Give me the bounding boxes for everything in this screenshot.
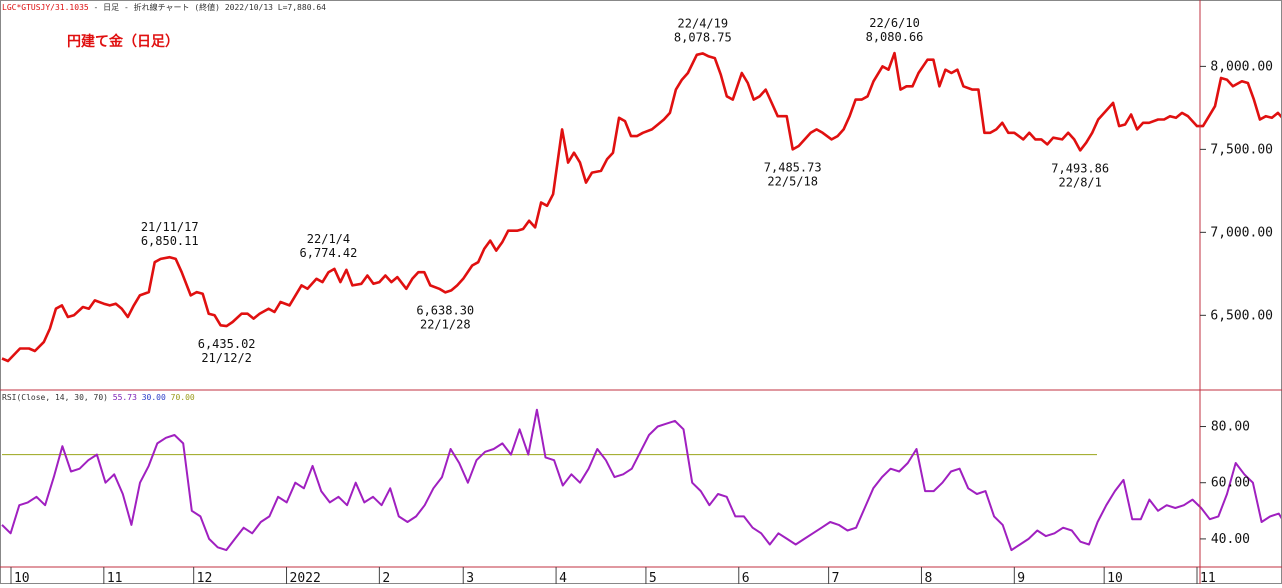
price-y-tick-label: 8,000.00: [1210, 59, 1273, 74]
annotation-date: 22/1/28: [420, 317, 471, 331]
annotation-value: 6,638.30: [416, 303, 474, 317]
annotation-date: 22/1/4: [307, 232, 350, 246]
rsi-level-70: 70.00: [170, 393, 195, 402]
rsi-level-30: 30.00: [141, 393, 166, 402]
symbol-label: LGC*GTUSJY/31.1035: [2, 3, 89, 12]
rsi-y-tick-label: 80.00: [1211, 420, 1250, 435]
annotation-value: 6,435.02: [198, 337, 256, 351]
x-tick-label: 11: [1200, 571, 1216, 584]
rsi-label: RSI(Close, 14, 30, 70): [2, 393, 108, 402]
annotation-date: 22/5/18: [767, 174, 818, 188]
chart-description: - 日足 - 折れ線チャート (終値): [93, 3, 220, 12]
annotation-value: 7,485.73: [764, 160, 822, 174]
x-tick-label: 2022: [290, 571, 321, 584]
rsi-header: RSI(Close, 14, 30, 70) 55.73 30.00 70.00: [2, 393, 195, 402]
rsi-y-tick-label: 40.00: [1211, 532, 1250, 547]
annotation-value: 7,493.86: [1051, 161, 1109, 175]
annotation-date: 22/8/1: [1059, 175, 1102, 189]
annotation-value: 6,850.11: [141, 234, 199, 248]
annotation-value: 8,078.75: [674, 30, 732, 44]
annotation-value: 6,774.42: [300, 246, 358, 260]
price-y-tick-label: 7,500.00: [1210, 142, 1273, 157]
x-tick-label: 12: [197, 571, 213, 584]
price-y-tick-label: 7,000.00: [1210, 225, 1273, 240]
x-tick-label: 11: [107, 571, 123, 584]
price-y-tick-label: 6,500.00: [1210, 308, 1273, 323]
x-tick-label: 8: [924, 571, 932, 584]
annotation-date: 21/12/2: [201, 351, 252, 365]
annotation-value: 8,080.66: [866, 30, 924, 44]
x-tick-label: 6: [742, 571, 750, 584]
x-tick-label: 2: [382, 571, 390, 584]
x-tick-label: 4: [559, 571, 567, 584]
x-tick-label: 9: [1017, 571, 1025, 584]
x-tick-label: 5: [649, 571, 657, 584]
chart-title: 円建て金（日足）: [67, 33, 179, 50]
annotation-date: 22/4/19: [678, 16, 729, 30]
rsi-y-tick-label: 60.00: [1211, 476, 1250, 491]
rsi-current-value: 55.73: [112, 393, 137, 402]
x-tick-label: 3: [466, 571, 474, 584]
annotation-date: 22/6/10: [869, 16, 920, 30]
x-tick-label: 7: [832, 571, 840, 584]
date-price-readout: 2022/10/13 L=7,880.64: [224, 3, 326, 12]
chart-header: LGC*GTUSJY/31.1035 - 日足 - 折れ線チャート (終値) 2…: [2, 2, 326, 13]
annotation-date: 21/11/17: [141, 220, 199, 234]
x-tick-label: 10: [1107, 571, 1123, 584]
rsi-series-line: [1, 408, 1282, 552]
price-series-line: [1, 51, 1282, 363]
x-tick-label: 10: [14, 571, 30, 584]
